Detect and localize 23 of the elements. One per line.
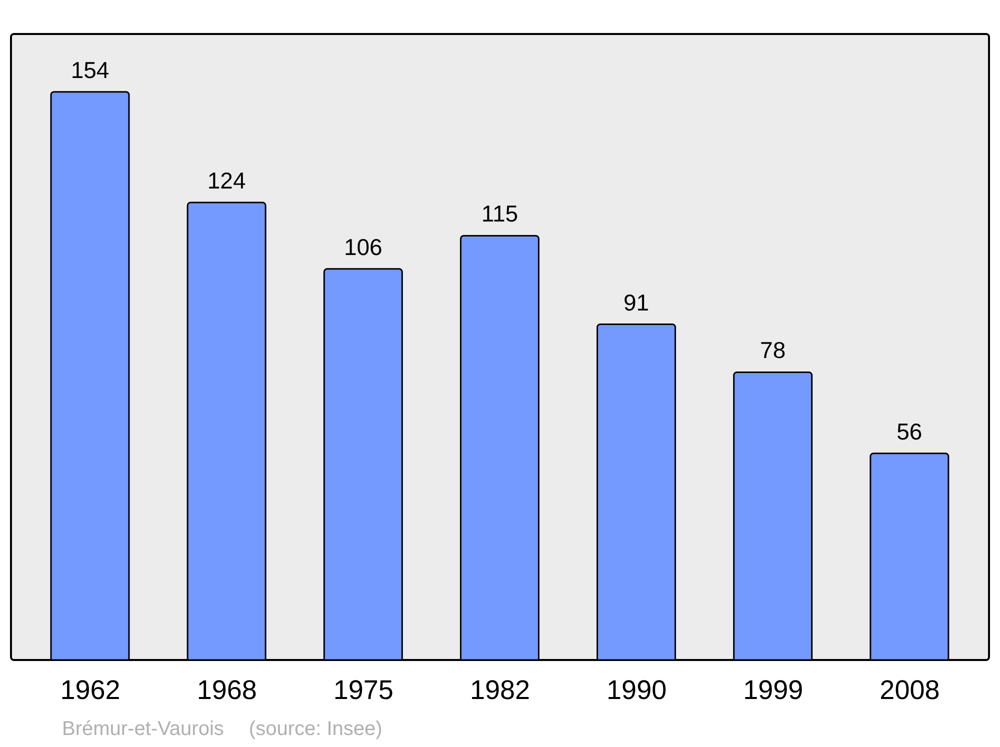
bar bbox=[460, 234, 540, 661]
bar bbox=[596, 324, 676, 661]
data-label: 78 bbox=[760, 337, 786, 364]
bar bbox=[323, 268, 403, 661]
x-tick-label: 1968 bbox=[196, 675, 257, 706]
data-label: 154 bbox=[70, 56, 110, 83]
bar bbox=[733, 371, 813, 661]
data-label: 56 bbox=[896, 418, 922, 444]
text: (source: Insee) bbox=[248, 718, 382, 741]
x-tick-label: 1982 bbox=[470, 675, 530, 706]
x-tick-label: 1962 bbox=[60, 675, 120, 706]
data-label: 115 bbox=[481, 200, 518, 227]
bar bbox=[870, 452, 950, 661]
x-tick-label: 1999 bbox=[743, 675, 804, 706]
x-tick-label: 1990 bbox=[606, 675, 667, 706]
data-label: 106 bbox=[344, 234, 382, 260]
data-label: 124 bbox=[207, 168, 246, 194]
text: Brémur-et-Vaurois bbox=[62, 718, 224, 741]
x-tick-label: 1975 bbox=[333, 675, 394, 706]
data-label: 91 bbox=[623, 289, 650, 316]
bar bbox=[186, 202, 266, 661]
x-tick-label: 2008 bbox=[880, 675, 940, 706]
bar bbox=[50, 91, 130, 661]
